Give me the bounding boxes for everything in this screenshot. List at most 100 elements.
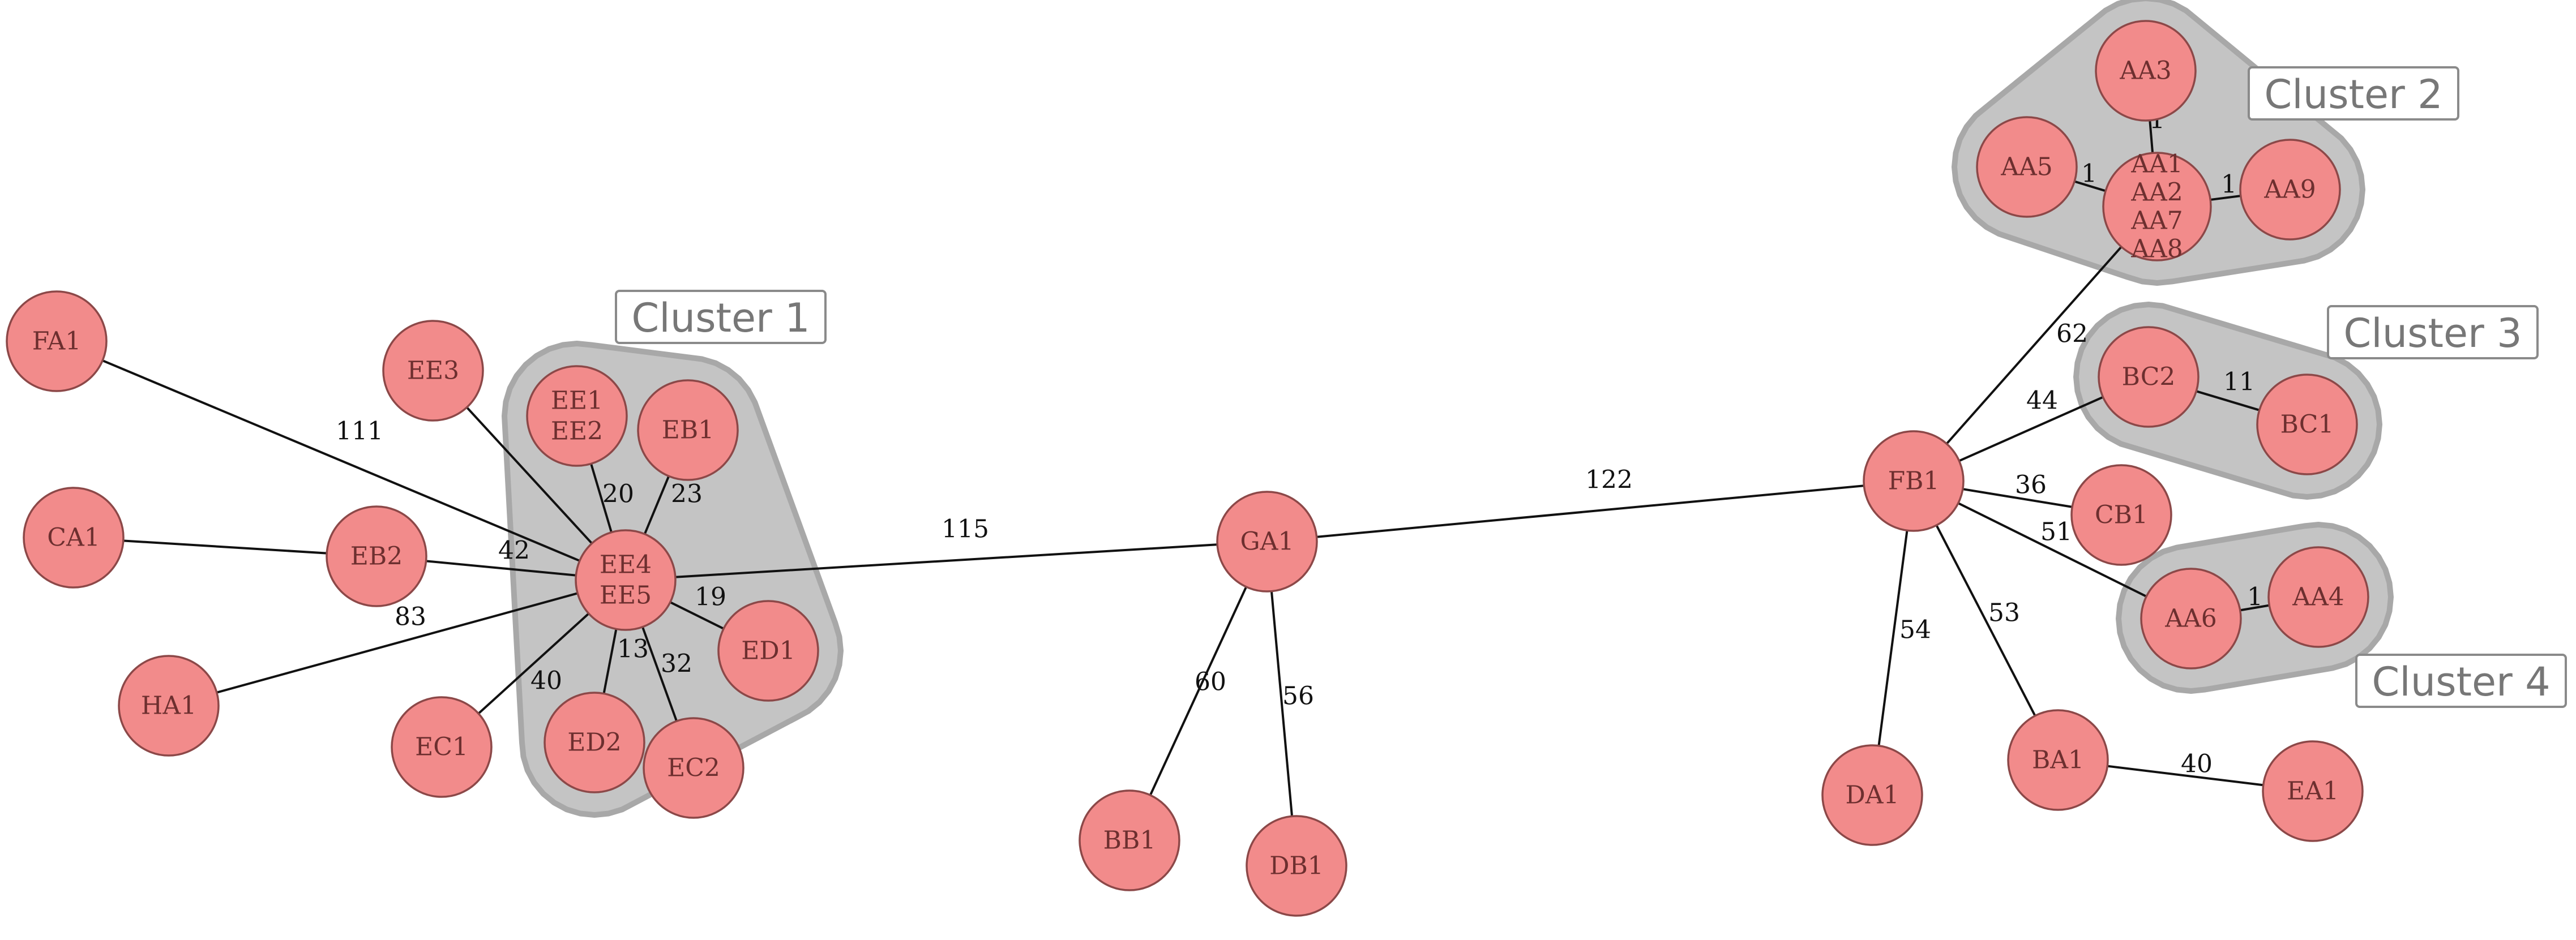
node-BC2[interactable]: BC2 (2098, 326, 2200, 428)
node-label: DB1 (1269, 852, 1324, 881)
node-circle (2256, 374, 2358, 475)
node-DB1[interactable]: DB1 (1246, 815, 1347, 917)
node-CB1[interactable]: CB1 (2070, 464, 2172, 566)
edge-label-GA1-DB1: 56 (1282, 682, 1314, 711)
node-label: BA1 (2032, 746, 2084, 775)
node-BA1[interactable]: BA1 (2007, 709, 2109, 811)
node-BC1[interactable]: BC1 (2256, 374, 2358, 475)
edge-label-FB1-AA6: 51 (2040, 518, 2072, 547)
cluster-label-box (2327, 305, 2539, 359)
node-circle (1821, 744, 1923, 846)
edge-label-GA1-BB1: 60 (1195, 668, 1226, 697)
node-EE3[interactable]: EE3 (382, 320, 484, 422)
node-circle (2007, 709, 2109, 811)
node-label: FB1 (1888, 467, 1940, 496)
edge-label-EB1-EE4EE5: 23 (671, 480, 703, 509)
node-EB1[interactable]: EB1 (637, 379, 739, 481)
node-label: AA3 (2119, 57, 2172, 85)
node-AA5[interactable]: AA5 (1976, 116, 2078, 218)
edge-label-ED1-EE4EE5: 19 (695, 583, 726, 612)
node-AA4[interactable]: AA4 (2267, 546, 2369, 648)
edge-EE4EE5-GA1 (625, 540, 1268, 581)
edge-HA1-EE4EE5 (168, 579, 626, 707)
node-AA9[interactable]: AA9 (2239, 139, 2341, 241)
node-label: EA1 (2287, 777, 2339, 806)
node-label: BC1 (2280, 410, 2334, 439)
node-GA1[interactable]: GA1 (1216, 491, 1318, 593)
edge-label-FB1-BA1: 53 (1988, 599, 2020, 628)
edge-FB1-AAgroup (1912, 205, 2158, 482)
node-circle (1976, 116, 2078, 218)
edge-label-EB2-EE4EE5: 42 (498, 536, 530, 565)
node-circle (118, 655, 220, 757)
edge-label-AA5-AAgroup: 1 (2081, 160, 2097, 188)
node-label: AA9 (2263, 175, 2316, 204)
node-circle (2070, 464, 2172, 566)
node-DA1[interactable]: DA1 (1821, 744, 1923, 846)
node-EC1[interactable]: EC1 (391, 696, 493, 798)
node-label: DA1 (1845, 781, 1899, 810)
edge-labels: 1114283202319134032115605612262111441136… (336, 106, 2263, 779)
node-label: EB2 (350, 542, 403, 571)
node-label: AA6 (2164, 604, 2217, 633)
node-circle (2267, 546, 2369, 648)
edge-GA1-BB1 (1128, 541, 1268, 841)
node-label: HA1 (141, 692, 196, 720)
edge-label-EE4EE5-GA1: 115 (942, 515, 989, 544)
cluster-label-c1: Cluster 1 (615, 290, 827, 344)
edge-label-GA1-FB1: 122 (1585, 466, 1633, 495)
node-label: EE4 (600, 551, 652, 580)
edge-label-HA1-EE4EE5: 83 (395, 603, 426, 632)
cluster-label-c2: Cluster 2 (2248, 66, 2459, 121)
node-label: EC1 (415, 733, 468, 762)
node-label: EE5 (600, 581, 652, 610)
node-circle (391, 696, 493, 798)
node-circle (1216, 491, 1318, 593)
edge-label-EC2-EE4EE5: 32 (661, 650, 692, 679)
node-circle (2095, 20, 2197, 122)
node-label: EC2 (667, 754, 720, 783)
node-circle (2098, 326, 2200, 428)
node-circle (637, 379, 739, 481)
edge-FB1-BA1 (1912, 480, 2059, 761)
node-ED1[interactable]: ED1 (717, 600, 819, 702)
node-circle (1863, 430, 1965, 532)
node-label: ED1 (741, 637, 795, 666)
node-label: EE1 (551, 387, 603, 415)
node-circle (2239, 139, 2341, 241)
node-FB1[interactable]: FB1 (1863, 430, 1965, 532)
cluster-label-text: Cluster 2 (2264, 71, 2442, 118)
node-EB2[interactable]: EB2 (326, 505, 427, 607)
node-EC2[interactable]: EC2 (643, 717, 744, 819)
node-BB1[interactable]: BB1 (1079, 789, 1180, 891)
node-circle (544, 692, 645, 793)
node-label: AA8 (2130, 235, 2183, 264)
node-EA1[interactable]: EA1 (2262, 740, 2364, 842)
node-FA1[interactable]: FA1 (6, 290, 108, 392)
cluster-label-c3: Cluster 3 (2327, 305, 2539, 359)
node-label: AA4 (2292, 583, 2344, 612)
node-label: EB1 (662, 416, 714, 445)
cluster-label-box (2248, 66, 2459, 121)
node-label: EE2 (551, 417, 603, 446)
node-label: GA1 (1240, 527, 1294, 556)
node-AA3[interactable]: AA3 (2095, 20, 2197, 122)
edge-GA1-FB1 (1266, 480, 1914, 543)
node-circle (23, 487, 125, 589)
node-circle (6, 290, 108, 392)
edge-label-FB1-AAgroup: 62 (2056, 320, 2088, 349)
node-ED2[interactable]: ED2 (544, 692, 645, 793)
node-CA1[interactable]: CA1 (23, 487, 125, 589)
edge-label-EC1-EE4EE5: 40 (530, 667, 562, 696)
node-AA6[interactable]: AA6 (2140, 568, 2242, 669)
edge-label-AA6-AA4: 1 (2247, 583, 2263, 612)
cluster-label-text: Cluster 1 (631, 295, 810, 341)
node-circle (2140, 568, 2242, 669)
node-label: EE3 (407, 357, 459, 385)
node-label: AA1 (2130, 150, 2183, 179)
node-HA1[interactable]: HA1 (118, 655, 220, 757)
